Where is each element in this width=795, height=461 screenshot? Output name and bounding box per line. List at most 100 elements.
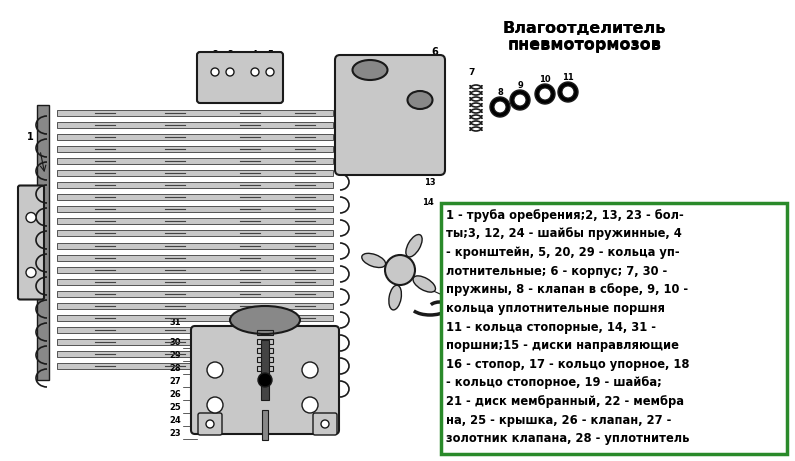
Text: 30: 30 (169, 338, 180, 347)
Text: на, 25 - крышка, 26 - клапан, 27 -: на, 25 - крышка, 26 - клапан, 27 - (446, 414, 672, 426)
Circle shape (251, 68, 259, 76)
Text: пневмотормозов: пневмотормозов (507, 37, 661, 52)
Circle shape (211, 68, 219, 76)
Text: 21: 21 (549, 377, 561, 386)
Bar (57, 182, 333, 188)
Text: 21 - диск мембранный, 22 - мембра: 21 - диск мембранный, 22 - мембра (446, 395, 684, 408)
Text: золотник клапана, 28 - уплотнитель: золотник клапана, 28 - уплотнитель (446, 432, 690, 445)
Circle shape (26, 267, 36, 278)
Text: 26: 26 (169, 390, 181, 399)
Text: 18: 18 (549, 338, 561, 347)
Bar (57, 134, 333, 140)
Text: Влагоотделитель: Влагоотделитель (502, 21, 666, 36)
Ellipse shape (492, 354, 518, 366)
Bar (57, 230, 333, 236)
Circle shape (494, 101, 506, 113)
Text: 6: 6 (432, 47, 438, 57)
Bar (57, 254, 333, 260)
Ellipse shape (406, 235, 422, 257)
Text: 8: 8 (497, 88, 503, 97)
Ellipse shape (389, 285, 401, 310)
Circle shape (206, 420, 214, 428)
Text: 23: 23 (169, 429, 180, 438)
Text: 22: 22 (549, 398, 561, 407)
Ellipse shape (413, 276, 436, 292)
Circle shape (302, 397, 318, 413)
Text: 2: 2 (212, 50, 218, 59)
Bar (257, 330, 273, 335)
Ellipse shape (467, 395, 542, 425)
Ellipse shape (352, 60, 387, 80)
Circle shape (539, 88, 551, 100)
Bar (257, 357, 273, 362)
Bar (57, 158, 333, 164)
Bar (57, 266, 333, 272)
Text: 16 - стопор, 17 - кольцо упорное, 18: 16 - стопор, 17 - кольцо упорное, 18 (446, 358, 690, 371)
Bar (57, 315, 333, 321)
Text: 1: 1 (26, 132, 33, 142)
Text: 11 - кольца стопорные, 14, 31 -: 11 - кольца стопорные, 14, 31 - (446, 320, 656, 333)
Bar (57, 327, 333, 333)
Text: 20: 20 (549, 364, 561, 373)
Text: 4: 4 (252, 50, 258, 59)
Text: 19: 19 (549, 351, 561, 360)
Text: 13: 13 (425, 178, 436, 187)
Text: - кольцо стопорное, 19 - шайба;: - кольцо стопорное, 19 - шайба; (446, 376, 662, 390)
Text: 28: 28 (169, 364, 180, 373)
Text: лотнительные; 6 - корпус; 7, 30 -: лотнительные; 6 - корпус; 7, 30 - (446, 265, 668, 278)
Circle shape (26, 213, 36, 223)
Text: 17: 17 (549, 321, 561, 330)
Text: пружины, 8 - клапан в сборе, 9, 10 -: пружины, 8 - клапан в сборе, 9, 10 - (446, 283, 688, 296)
Circle shape (558, 82, 578, 102)
Bar (501, 360, 509, 390)
Bar (57, 170, 333, 176)
Text: 24: 24 (169, 416, 181, 425)
Bar (57, 303, 333, 309)
Bar (257, 339, 273, 344)
Circle shape (207, 362, 223, 378)
Ellipse shape (230, 306, 300, 334)
Bar (261, 340, 269, 400)
Bar (57, 242, 333, 248)
Circle shape (510, 90, 530, 110)
Text: 16: 16 (475, 290, 488, 300)
Text: 1 - труба оребрения;2, 13, 23 - бол-: 1 - труба оребрения;2, 13, 23 - бол- (446, 209, 684, 222)
Bar (57, 363, 333, 369)
FancyBboxPatch shape (191, 326, 339, 434)
Bar (57, 110, 333, 116)
Bar (441, 203, 787, 454)
Circle shape (258, 373, 272, 387)
Bar (57, 351, 333, 357)
FancyBboxPatch shape (197, 52, 283, 103)
Text: 15: 15 (460, 292, 474, 302)
FancyBboxPatch shape (198, 413, 222, 435)
Text: 27: 27 (169, 377, 180, 386)
Text: - кронштейн, 5, 20, 29 - кольца уп-: - кронштейн, 5, 20, 29 - кольца уп- (446, 246, 680, 259)
FancyBboxPatch shape (313, 413, 337, 435)
Bar (57, 146, 333, 152)
Bar (57, 278, 333, 284)
Text: 11: 11 (562, 73, 574, 82)
Text: 10: 10 (539, 75, 551, 84)
FancyBboxPatch shape (18, 185, 44, 300)
Text: Влагоотделитель: Влагоотделитель (502, 21, 666, 36)
Ellipse shape (408, 91, 432, 109)
Bar (57, 195, 333, 201)
Circle shape (207, 397, 223, 413)
Text: 29: 29 (169, 351, 180, 360)
Circle shape (490, 97, 510, 117)
Text: 7: 7 (469, 68, 475, 77)
Bar (57, 291, 333, 297)
Circle shape (562, 86, 574, 98)
Bar (262, 410, 268, 440)
Bar (257, 348, 273, 353)
Ellipse shape (467, 343, 542, 378)
Text: 3: 3 (227, 50, 233, 59)
Bar (37, 105, 49, 380)
Text: ты;3, 12, 24 - шайбы пружинные, 4: ты;3, 12, 24 - шайбы пружинные, 4 (446, 227, 682, 241)
Circle shape (514, 94, 526, 106)
Text: 5: 5 (267, 50, 273, 59)
Bar (57, 219, 333, 225)
Bar (57, 122, 333, 128)
Text: 12: 12 (429, 148, 441, 157)
